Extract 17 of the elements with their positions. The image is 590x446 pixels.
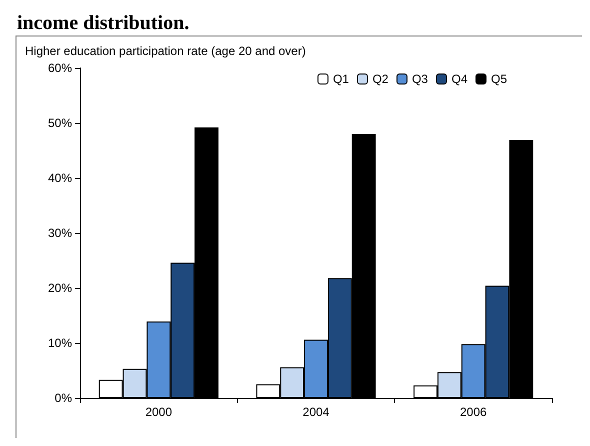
y-tick-label: 50% — [48, 116, 72, 130]
y-tick-label: 40% — [48, 171, 72, 185]
chart-title: income distribution. — [17, 12, 190, 34]
y-tick-label: 60% — [48, 61, 72, 75]
x-tick-label: 2004 — [302, 405, 330, 419]
legend-label: Q4 — [451, 72, 468, 86]
legend-label: Q5 — [490, 72, 508, 86]
y-tick-label: 30% — [48, 226, 72, 240]
legend-label: Q3 — [412, 72, 428, 86]
x-tick-label: 2000 — [145, 405, 172, 419]
x-tick-label: 2006 — [460, 405, 488, 419]
y-tick-label: 0% — [54, 391, 72, 405]
legend-label: Q1 — [332, 72, 350, 86]
legend-label: Q2 — [372, 72, 389, 86]
y-tick-label: 20% — [48, 281, 72, 295]
y-tick-label: 10% — [48, 336, 72, 350]
y-axis-title: Higher education participation rate (age 20 and over) — [25, 44, 306, 58]
